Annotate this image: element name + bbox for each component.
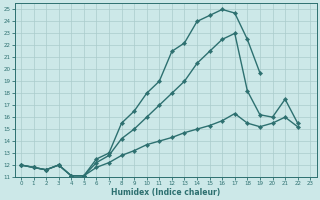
X-axis label: Humidex (Indice chaleur): Humidex (Indice chaleur) <box>111 188 220 197</box>
